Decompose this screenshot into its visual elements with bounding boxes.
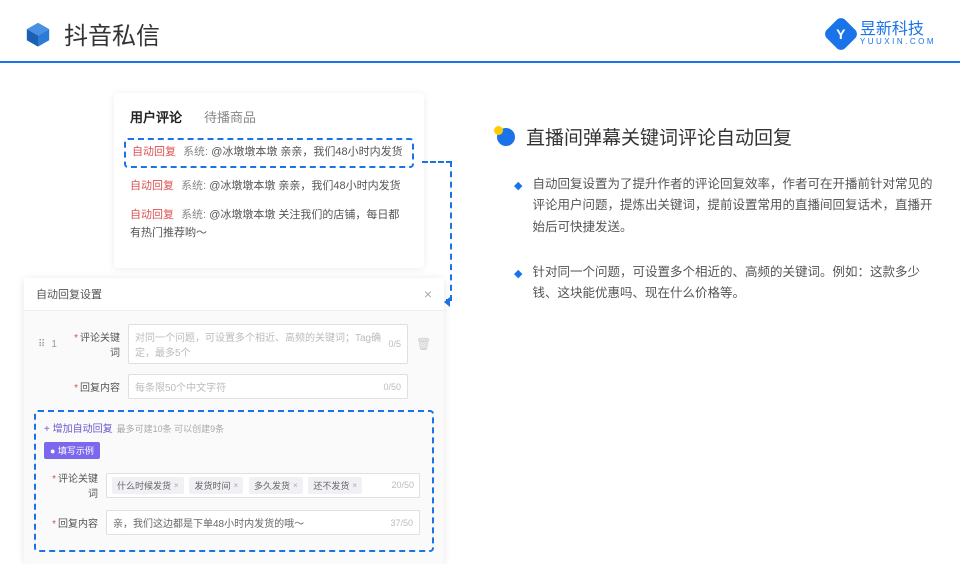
- keyword-input[interactable]: 对同一个问题，可设置多个相近、高频的关键词；Tag确定，最多5个 0/5: [128, 324, 408, 364]
- example-keyword-row: *评论关键词 什么时候发货× 发货时间× 多久发货× 还不发货× 20/50: [44, 465, 424, 505]
- example-reply-label: *回复内容: [48, 515, 98, 530]
- brand-name-en: YUUXIN.COM: [860, 38, 936, 46]
- brand-logo[interactable]: Y 昱新科技 YUUXIN.COM: [828, 21, 936, 47]
- example-reply-row: *回复内容 亲，我们这边都是下单48小时内发货的哦～ 37/50: [44, 505, 424, 540]
- brand-text: 昱新科技 YUUXIN.COM: [860, 22, 936, 46]
- form-row-keyword: ⠿ 1 *评论关键词 对同一个问题，可设置多个相近、高频的关键词；Tag确定，最…: [34, 319, 434, 369]
- auto-reply-settings-panel: 自动回复设置 × ⠿ 1 *评论关键词 对同一个问题，可设置多个相近、高频的关键…: [24, 278, 444, 564]
- bullet-text: 自动回复设置为了提升作者的评论回复效率，作者可在开播前针对常见的评论用户问题，提…: [532, 174, 936, 238]
- comments-card: 用户评论 待播商品 自动回复 系统: @冰墩墩本墩 亲亲，我们48小时内发货 自…: [114, 93, 424, 268]
- comment-item: 自动回复 系统: @冰墩墩本墩 亲亲，我们48小时内发货: [130, 172, 408, 202]
- system-label: 系统:: [183, 146, 208, 158]
- tab-user-comments[interactable]: 用户评论: [130, 107, 182, 126]
- diamond-icon: ◆: [514, 177, 522, 238]
- connector-arrow-icon: [444, 297, 450, 307]
- auto-reply-label: 自动回复: [132, 146, 176, 158]
- comment-text: @冰墩墩本墩 亲亲，我们48小时内发货: [209, 180, 400, 192]
- system-label: 系统:: [181, 180, 206, 192]
- highlighted-comment: 自动回复 系统: @冰墩墩本墩 亲亲，我们48小时内发货: [124, 138, 414, 168]
- form-row-reply: *回复内容 每条限50个中文字符 0/50: [34, 369, 434, 404]
- page-header: 抖音私信 Y 昱新科技 YUUXIN.COM: [0, 0, 960, 63]
- left-column: 用户评论 待播商品 自动回复 系统: @冰墩墩本墩 亲亲，我们48小时内发货 自…: [24, 93, 464, 564]
- close-icon[interactable]: ×: [424, 286, 432, 302]
- example-tags-input[interactable]: 什么时候发货× 发货时间× 多久发货× 还不发货× 20/50: [106, 473, 420, 498]
- example-keyword-label: *评论关键词: [48, 470, 98, 500]
- bullet-point: ◆ 自动回复设置为了提升作者的评论回复效率，作者可在开播前针对常见的评论用户问题…: [494, 174, 936, 238]
- settings-body: ⠿ 1 *评论关键词 对同一个问题，可设置多个相近、高频的关键词；Tag确定，最…: [24, 311, 444, 564]
- right-column: 直播间弹幕关键词评论自动回复 ◆ 自动回复设置为了提升作者的评论回复效率，作者可…: [494, 93, 936, 564]
- diamond-icon: ◆: [514, 265, 522, 305]
- add-auto-reply-link[interactable]: + 增加自动回复最多可建10条 可以创建9条: [44, 420, 424, 435]
- comment-text: @冰墩墩本墩 亲亲，我们48小时内发货: [211, 146, 402, 158]
- brand-icon: Y: [822, 15, 859, 52]
- settings-panel-title: 自动回复设置: [36, 286, 102, 302]
- drag-handle-icon[interactable]: ⠿ 1: [38, 339, 62, 350]
- reply-input[interactable]: 每条限50个中文字符 0/50: [128, 374, 408, 399]
- system-label: 系统:: [181, 209, 206, 221]
- bullet-point: ◆ 针对同一个问题，可设置多个相近的、高频的关键词。例如：这款多少钱、这块能优惠…: [494, 262, 936, 305]
- brand-name-cn: 昱新科技: [860, 22, 936, 38]
- example-box: + 增加自动回复最多可建10条 可以创建9条 ● 填写示例 *评论关键词 什么时…: [34, 410, 434, 552]
- section-title: 直播间弹幕关键词评论自动回复: [526, 123, 792, 150]
- tab-pending-goods[interactable]: 待播商品: [204, 107, 256, 126]
- cube-icon: [24, 20, 52, 48]
- auto-reply-label: 自动回复: [130, 180, 174, 192]
- reply-label: *回复内容: [70, 379, 120, 394]
- bullet-text: 针对同一个问题，可设置多个相近的、高频的关键词。例如：这款多少钱、这块能优惠吗、…: [532, 262, 936, 305]
- keyword-tag[interactable]: 还不发货×: [308, 477, 362, 494]
- header-left: 抖音私信: [24, 16, 160, 51]
- comment-item: 自动回复 系统: @冰墩墩本墩 关注我们的店铺，每日都有热门推荐哟～: [130, 201, 408, 248]
- page-title: 抖音私信: [64, 16, 160, 51]
- keyword-tag[interactable]: 发货时间×: [189, 477, 243, 494]
- example-reply-input[interactable]: 亲，我们这边都是下单48小时内发货的哦～ 37/50: [106, 510, 420, 535]
- tabs: 用户评论 待播商品: [130, 107, 408, 126]
- bubble-icon: [494, 126, 516, 148]
- keyword-tag[interactable]: 什么时候发货×: [112, 477, 184, 494]
- keyword-label: *评论关键词: [70, 329, 120, 359]
- keyword-tag[interactable]: 多久发货×: [249, 477, 303, 494]
- settings-panel-header: 自动回复设置 ×: [24, 278, 444, 311]
- auto-reply-label: 自动回复: [130, 209, 174, 221]
- section-header: 直播间弹幕关键词评论自动回复: [494, 123, 936, 150]
- example-badge: ● 填写示例: [44, 442, 100, 459]
- delete-icon[interactable]: 🗑: [416, 337, 430, 351]
- main-content: 用户评论 待播商品 自动回复 系统: @冰墩墩本墩 亲亲，我们48小时内发货 自…: [0, 63, 960, 564]
